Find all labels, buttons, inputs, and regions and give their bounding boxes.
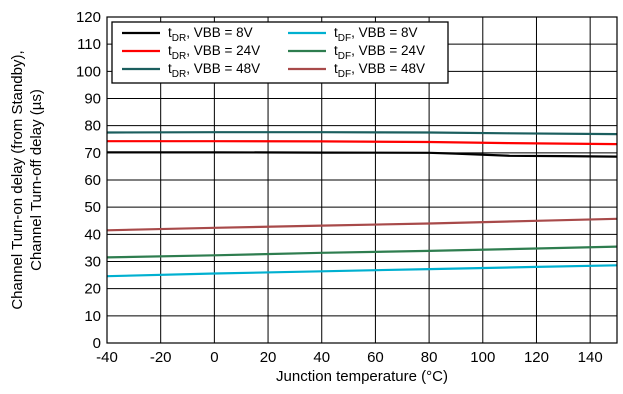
legend-symbol: t <box>334 61 338 76</box>
legend-subscript: DF <box>338 69 351 80</box>
legend-subscript: DF <box>338 51 351 62</box>
y-tick-label: 110 <box>77 36 101 53</box>
y-tick-label: 100 <box>76 63 101 80</box>
legend-condition: , VBB = 48V <box>351 61 425 76</box>
series-line-dr-1 <box>107 140 618 146</box>
legend-label: tDR, VBB = 48V <box>168 61 260 80</box>
legend-symbol: t <box>168 43 172 58</box>
y-tick-label: 20 <box>84 281 101 298</box>
legend-condition: , VBB = 24V <box>351 43 425 58</box>
x-tick-label: 120 <box>524 349 549 366</box>
x-tick-label: 20 <box>260 349 277 366</box>
y-tick-label: 70 <box>84 145 101 162</box>
y-ticks: 0 10 20 30 40 50 60 70 80 90 100 110 120 <box>76 9 101 352</box>
y-tick-label: 40 <box>84 226 101 243</box>
legend-condition: , VBB = 24V <box>186 43 260 58</box>
x-tick-label: 60 <box>367 349 384 366</box>
legend-subscript: DR <box>172 51 186 62</box>
y-tick-label: 80 <box>84 118 101 135</box>
legend-symbol: t <box>168 61 172 76</box>
x-tick-label: -20 <box>150 349 172 366</box>
legend-subscript: DF <box>338 33 351 44</box>
legend-label: tDF, VBB = 24V <box>334 43 425 62</box>
series-line-dr-2 <box>106 131 618 136</box>
x-tick-label: -40 <box>96 349 118 366</box>
legend-condition: , VBB = 8V <box>351 25 417 40</box>
legend-subscript: DR <box>172 69 186 80</box>
legend-symbol: t <box>168 25 172 40</box>
y-tick-label: 120 <box>76 9 101 26</box>
legend-condition: , VBB = 8V <box>186 25 252 40</box>
legend-subscript: DR <box>172 33 186 44</box>
x-tick-label: 140 <box>578 349 603 366</box>
legend-box <box>111 21 449 84</box>
x-tick-label: 40 <box>313 349 330 366</box>
plot-frame <box>106 16 618 344</box>
y-tick-label: 30 <box>84 254 101 271</box>
y-axis-title-line: Channel Turn-on delay (from Standby), <box>9 50 26 309</box>
legend-label: tDF, VBB = 8V <box>334 25 418 44</box>
y-tick-label: 60 <box>84 172 101 189</box>
series-line-df-5 <box>106 217 618 232</box>
y-tick-label: 10 <box>84 308 101 325</box>
y-tick-label: 90 <box>84 91 101 108</box>
plot-lines <box>106 131 618 278</box>
legend-symbol: t <box>334 25 338 40</box>
series-line-df-4 <box>106 245 618 259</box>
series-line-df-3 <box>106 264 618 278</box>
x-tick-label: 80 <box>421 349 438 366</box>
legend-condition: , VBB = 48V <box>186 61 260 76</box>
legend-symbol: t <box>334 43 338 58</box>
legend-label: tDF, VBB = 48V <box>334 61 425 80</box>
y-axis-title: Channel Turn-on delay (from Standby), Cha… <box>9 50 45 309</box>
y-tick-label: 0 <box>93 335 101 352</box>
x-tick-label: 0 <box>210 349 218 366</box>
y-axis-title-line: Channel Turn-off delay (µs) <box>28 89 45 271</box>
y-tick-label: 50 <box>84 199 101 216</box>
x-ticks: -40 -20 0 20 40 60 80 100 120 140 <box>96 349 603 366</box>
legend-label: tDR, VBB = 8V <box>168 25 253 44</box>
x-tick-label: 100 <box>470 349 495 366</box>
legend-label: tDR, VBB = 24V <box>168 43 260 62</box>
x-axis-title: Junction temperature (°C) <box>276 368 448 385</box>
series-line-dr-0 <box>107 151 618 158</box>
